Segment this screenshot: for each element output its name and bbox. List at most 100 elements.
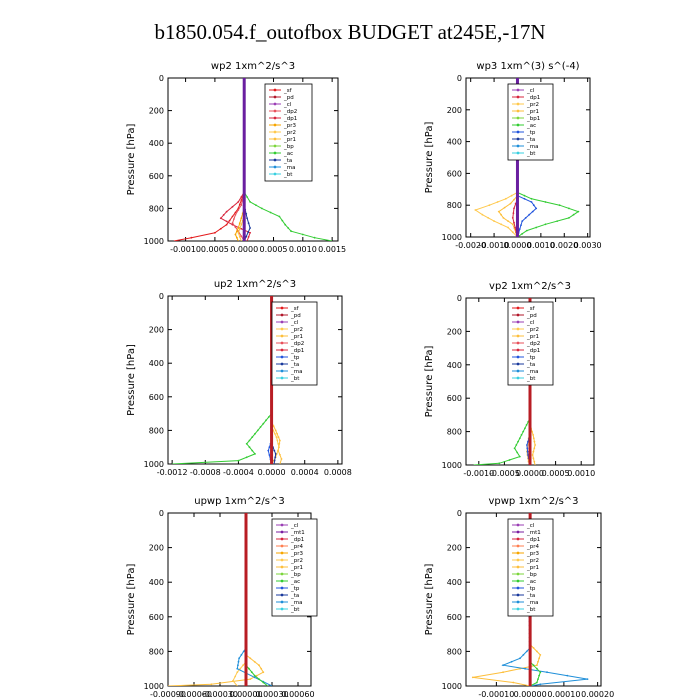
series-point-ac bbox=[281, 219, 284, 222]
legend-marker bbox=[273, 172, 277, 176]
series-point-ac bbox=[254, 453, 256, 455]
series-point-dp2 bbox=[240, 235, 243, 238]
series-point-pr1 bbox=[274, 429, 277, 432]
legend-label: _bp bbox=[526, 572, 537, 578]
series-point-pr1 bbox=[532, 647, 535, 649]
series-point-pr1 bbox=[260, 667, 263, 670]
legend-marker bbox=[516, 579, 520, 583]
series-point-ma bbox=[237, 660, 240, 663]
legend-marker bbox=[280, 537, 284, 541]
series-point-pr3 bbox=[234, 233, 237, 236]
legend-label: _sf bbox=[283, 88, 293, 94]
legend-marker bbox=[516, 306, 520, 310]
legend-label: _mt1 bbox=[526, 530, 541, 536]
series-point-ta bbox=[249, 227, 252, 229]
legend-label: _cl bbox=[290, 320, 299, 326]
series-point-ac bbox=[498, 462, 501, 465]
legend-marker bbox=[516, 151, 520, 155]
series-point-ac bbox=[290, 230, 292, 233]
legend-label: _pr3 bbox=[290, 551, 304, 557]
legend-label: _pr2 bbox=[290, 327, 303, 333]
x-tick-label: -0.0004 bbox=[223, 468, 254, 477]
legend-marker bbox=[280, 523, 284, 527]
y-tick-label: 1000 bbox=[442, 461, 462, 470]
legend-marker bbox=[273, 144, 277, 148]
series-point-ac bbox=[267, 416, 270, 418]
x-tick-label: 0.00030 bbox=[255, 690, 288, 699]
chart-title: vp2 1xm^2/s^3 bbox=[489, 281, 571, 292]
series-point-ta bbox=[245, 212, 248, 215]
series-point-pr1 bbox=[537, 660, 539, 663]
chart-title: vpwp 1xm^2/s^3 bbox=[488, 496, 578, 507]
series-point-ac bbox=[521, 232, 524, 235]
series-point-ac bbox=[538, 674, 540, 677]
x-tick-label: -0.00090 bbox=[150, 690, 186, 699]
series-point-tp bbox=[518, 228, 521, 230]
series-point-ac bbox=[258, 678, 260, 680]
series-point-pr1 bbox=[512, 681, 515, 684]
series-point-ac bbox=[524, 427, 526, 430]
legend-label: _pr2 bbox=[290, 558, 303, 564]
legend-marker bbox=[273, 102, 277, 106]
series-point-tp bbox=[526, 447, 529, 450]
series-point-ta bbox=[247, 231, 250, 234]
legend-marker bbox=[516, 88, 520, 92]
series-point-ac bbox=[260, 207, 263, 210]
legend-label: _ma bbox=[290, 369, 302, 375]
series-point-ac bbox=[520, 434, 523, 436]
legend-marker bbox=[516, 593, 520, 597]
series-point-pr1 bbox=[262, 671, 265, 674]
series-point-dp1 bbox=[514, 226, 516, 229]
legend-label: _ta bbox=[283, 158, 292, 164]
series-point-ac bbox=[556, 220, 559, 223]
y-axis-label: Pressure [hPa] bbox=[424, 346, 435, 418]
y-axis-label: Pressure [hPa] bbox=[126, 344, 137, 416]
series-point-pr1 bbox=[533, 440, 536, 443]
series-point-ac bbox=[522, 430, 525, 433]
series-point-ac bbox=[245, 456, 248, 459]
x-tick-label: 0.00060 bbox=[281, 690, 314, 699]
y-tick-label: 1000 bbox=[144, 460, 164, 469]
series-point-pr1 bbox=[536, 650, 538, 653]
x-tick-label: -0.0005 bbox=[489, 469, 520, 478]
legend-label: _bp bbox=[283, 144, 294, 150]
legend-marker bbox=[516, 341, 520, 345]
series-point-ac bbox=[301, 233, 304, 236]
y-tick-label: 0 bbox=[457, 509, 462, 518]
series-point-pr1 bbox=[497, 210, 500, 213]
series-line-sf bbox=[173, 78, 245, 241]
legend-marker bbox=[280, 579, 284, 583]
series-point-pr2 bbox=[275, 436, 278, 438]
series-point-ac bbox=[568, 217, 570, 219]
legend-label: _tp bbox=[290, 355, 300, 361]
legend-marker bbox=[273, 95, 277, 99]
series-point-tp bbox=[528, 213, 531, 216]
series-point-pr1 bbox=[279, 453, 281, 456]
legend-marker bbox=[280, 530, 284, 534]
legend-marker bbox=[273, 151, 277, 155]
legend-label: _ta bbox=[290, 362, 299, 368]
legend-marker bbox=[516, 572, 520, 576]
legend-label: _tp bbox=[526, 130, 536, 136]
legend-label: _dp1 bbox=[526, 537, 540, 543]
series-point-ac bbox=[513, 447, 516, 450]
series-point-pr1 bbox=[276, 432, 278, 435]
legend-marker bbox=[516, 369, 520, 373]
x-tick-label: 0.0010 bbox=[289, 245, 317, 254]
legend-label: _pr1 bbox=[283, 137, 296, 143]
series-point-pr1 bbox=[539, 654, 542, 656]
series-point-pr1 bbox=[210, 683, 213, 686]
series-point-pr1 bbox=[471, 676, 474, 679]
y-tick-label: 400 bbox=[447, 361, 462, 370]
series-point-ma bbox=[253, 676, 256, 679]
series-point-ac bbox=[251, 436, 254, 438]
legend-label: _pd bbox=[526, 313, 537, 319]
legend-label: _ma bbox=[526, 369, 538, 375]
series-point-pr2 bbox=[232, 679, 234, 682]
series-point-ma bbox=[502, 664, 504, 667]
legend: _sf_pd_cl_pr2_pr1_dp2_dp1_tp_ta_ma_bt bbox=[271, 301, 318, 386]
series-point-tp bbox=[526, 450, 529, 453]
series-point-ac bbox=[544, 223, 547, 226]
y-tick-label: 0 bbox=[159, 292, 164, 301]
legend-label: _pr1 bbox=[526, 334, 539, 340]
